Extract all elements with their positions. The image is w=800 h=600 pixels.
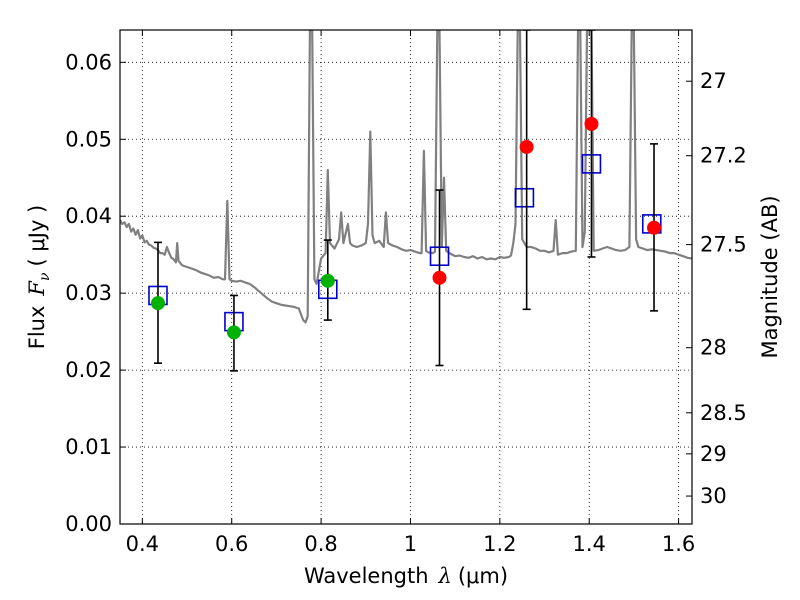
photometry-point (584, 116, 599, 131)
y2-tick-label: 30 (700, 484, 727, 508)
y2-tick-label: 29 (700, 442, 727, 466)
y2-tick-label: 27 (700, 69, 727, 93)
y-tick-label: 0.00 (65, 512, 112, 536)
photometry-point (150, 296, 165, 311)
x-tick-label: 0.8 (304, 532, 337, 556)
model-square (514, 187, 535, 208)
x-tick-label: 0.4 (126, 532, 159, 556)
y-tick-label: 0.03 (65, 281, 112, 305)
x-axis-label: Wavelength λ (μm) (304, 564, 508, 588)
y-tick-label: 0.02 (65, 358, 112, 382)
y2-tick-label: 28.5 (700, 401, 747, 425)
x-tick-label: 1 (404, 532, 417, 556)
x-tick-label: 1.2 (483, 532, 516, 556)
x-tick-label: 0.6 (215, 532, 248, 556)
y-tick-label: 0.04 (65, 204, 112, 228)
photometry-point (320, 273, 335, 288)
photometry-point (647, 220, 662, 235)
y2-tick-label: 27.5 (700, 233, 747, 257)
y-tick-label: 0.05 (65, 127, 112, 151)
y-axis-label: FluxFν( μJy ) (25, 205, 53, 349)
photometry-point (226, 325, 241, 340)
axes: 0.4 0.6 0.8 1 1.2 1.4 1.6 0.00 0.01 0.02 0.03 0.04 0… (65, 30, 747, 556)
x-tick-label: 1.6 (662, 532, 695, 556)
y2-tick-label: 28 (700, 336, 727, 360)
y-tick-label: 0.06 (65, 50, 112, 74)
photometry-point (519, 139, 534, 154)
spectrum-line (120, 30, 692, 324)
photometry-point (432, 270, 447, 285)
x-tick-label: 1.4 (573, 532, 606, 556)
y-tick-label: 0.01 (65, 435, 112, 459)
y2-tick-label: 27.2 (700, 144, 747, 168)
plot-area (120, 30, 692, 372)
y2-axis-label: Magnitude (AB) (758, 195, 782, 358)
plot-frame (119, 29, 693, 525)
